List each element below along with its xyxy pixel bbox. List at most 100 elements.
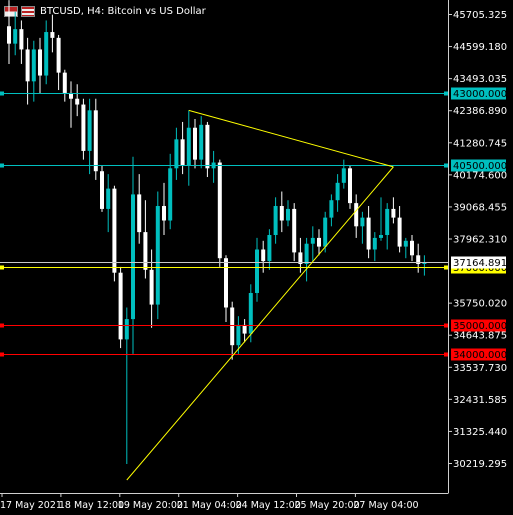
candle-body — [199, 124, 204, 160]
time-tick-label: 17 May 2021 — [0, 500, 62, 511]
candle-body — [149, 269, 154, 305]
candle-body — [143, 232, 148, 270]
level-handle-right — [444, 352, 448, 357]
candle-body — [44, 32, 49, 76]
level-handle-left — [0, 265, 4, 270]
current-price-label: 37164.891 — [453, 258, 507, 269]
price-tick-label: 32431.585 — [453, 395, 507, 406]
candle-body — [93, 110, 98, 172]
candle-body — [292, 208, 297, 253]
symbol-title: BTCUSD, H4: Bitcoin vs US Dollar — [40, 5, 206, 17]
candle-body — [422, 262, 427, 265]
candle-body — [180, 139, 185, 166]
time-tick-label: 19 May 20:00 — [118, 500, 183, 511]
trendline — [188, 109, 394, 168]
candle-body — [286, 208, 290, 221]
candle-body — [397, 217, 402, 247]
candle-body — [236, 324, 241, 346]
candle-body — [106, 188, 111, 209]
candle-body — [310, 237, 315, 244]
level-handle-right — [444, 163, 448, 168]
price-tick-label: 37962.310 — [453, 235, 507, 246]
candle-body — [279, 206, 284, 221]
candle-body — [416, 255, 421, 265]
candle-body — [100, 171, 104, 209]
current-price-box — [451, 256, 506, 269]
price-tick-label: 41280.745 — [453, 138, 507, 149]
price-tick-label: 44599.180 — [453, 42, 507, 53]
candle-body — [261, 249, 266, 262]
candle-body — [348, 168, 352, 204]
level-handle-right — [444, 323, 448, 328]
flag-icon-generic — [4, 5, 18, 17]
candle-body — [255, 249, 259, 293]
flag-icon-us — [21, 5, 35, 17]
time-tick-label: 18 May 12:00 — [59, 500, 124, 511]
time-tick-label: 21 May 04:00 — [177, 500, 242, 511]
price-tick-label: 43493.035 — [453, 74, 507, 85]
time-tick-label: 25 May 20:00 — [295, 500, 360, 511]
level-price-label: 43000.000 — [453, 89, 507, 100]
candle-body — [87, 110, 92, 151]
candle-body — [69, 92, 73, 99]
candle-body — [248, 292, 253, 334]
candle-body — [329, 200, 334, 218]
candle-body — [273, 206, 278, 236]
candle-body — [335, 182, 340, 201]
level-handle-left — [0, 163, 4, 168]
candle-body — [19, 29, 24, 50]
price-tick-label: 42386.890 — [453, 106, 507, 117]
candle-body — [298, 252, 303, 265]
candle-body — [366, 217, 371, 250]
candle-body — [124, 319, 129, 340]
candle-body — [81, 104, 86, 151]
level-handle-right — [444, 91, 448, 96]
candle-body — [131, 194, 135, 320]
candle-body — [372, 237, 377, 250]
price-tick-label: 39068.455 — [453, 202, 507, 213]
candle-body — [56, 37, 61, 73]
candle-body — [410, 240, 414, 256]
candle-body — [205, 124, 210, 169]
candle-body — [385, 208, 390, 236]
level-price-box — [451, 159, 506, 172]
candle-body — [31, 49, 36, 82]
candle-body — [13, 29, 18, 44]
price-tick-label: 31325.440 — [453, 427, 507, 438]
candle-body — [62, 72, 67, 93]
candle-body — [354, 203, 359, 227]
level-price-box — [451, 348, 506, 361]
candle-body — [137, 194, 142, 233]
candle-body — [323, 217, 328, 247]
candle-body — [193, 127, 197, 160]
candle-body — [360, 217, 365, 227]
candle-body — [403, 240, 408, 247]
level-price-box — [451, 87, 506, 100]
candle-body — [317, 237, 321, 247]
level-price-box — [451, 319, 506, 332]
candle-body — [162, 206, 166, 221]
candle-body — [217, 162, 222, 259]
candle-body — [267, 235, 272, 262]
level-price-label: 40500.000 — [453, 161, 507, 172]
price-tick-label: 40174.600 — [453, 170, 507, 181]
candle-body — [75, 98, 80, 105]
candle-body — [224, 258, 228, 308]
candle-body — [174, 139, 179, 169]
level-price-label: 34000.000 — [453, 350, 507, 361]
level-handle-right — [444, 265, 448, 270]
price-tick-label: 30219.295 — [453, 459, 507, 470]
price-tick-label: 33537.730 — [453, 363, 507, 374]
level-handle-left — [0, 323, 4, 328]
candle-body — [168, 168, 173, 221]
candle-body — [7, 26, 11, 44]
price-tick-label: 35750.020 — [453, 299, 507, 310]
trendline — [126, 166, 394, 481]
candle-body — [391, 208, 396, 218]
time-tick-label: 24 May 12:00 — [236, 500, 301, 511]
candle-body — [38, 49, 42, 76]
level-handle-left — [0, 352, 4, 357]
price-tick-label: 34643.875 — [453, 331, 507, 342]
time-tick-label: 27 May 04:00 — [353, 500, 418, 511]
